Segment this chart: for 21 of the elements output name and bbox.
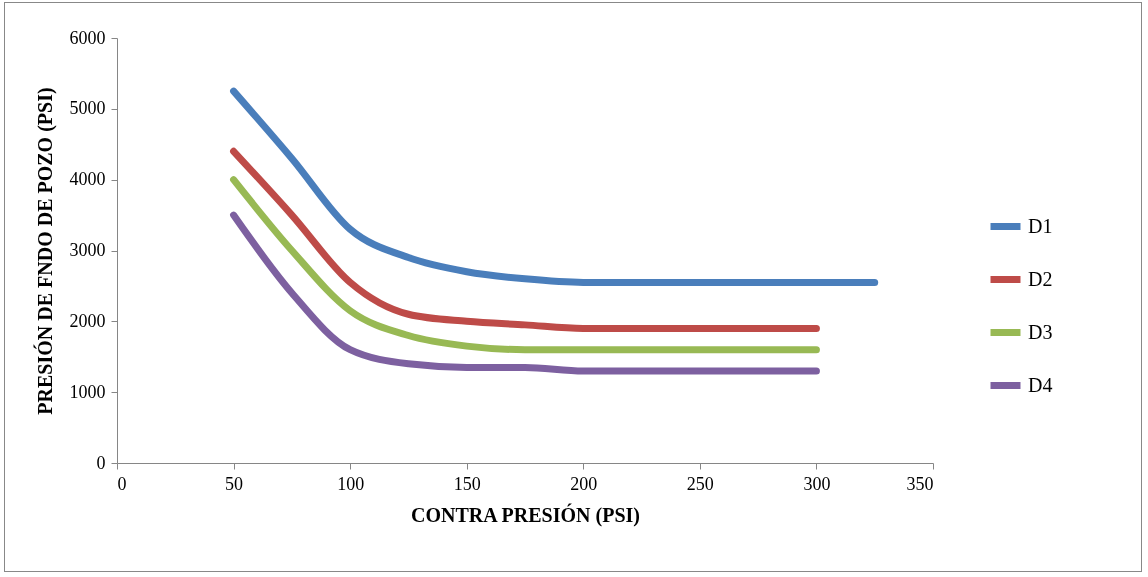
legend-label: D1 — [1028, 214, 1053, 237]
x-tick-label: 200 — [570, 473, 598, 494]
legend-label: D4 — [1028, 373, 1053, 396]
y-tick-label: 3000 — [69, 240, 106, 260]
y-tick-label: 5000 — [69, 98, 106, 119]
x-tick-label: 100 — [337, 473, 365, 494]
y-tick-label: 0 — [96, 452, 106, 473]
x-tick-label: 150 — [453, 473, 481, 494]
x-tick-label: 0 — [117, 473, 127, 494]
x-tick-label: 350 — [906, 473, 934, 494]
y-tick-label: 6000 — [69, 27, 106, 48]
legend-label: D2 — [1028, 267, 1053, 290]
y-axis-title: PRESIÓN DE FNDO DE POZO (PSI) — [32, 87, 57, 415]
x-tick-label: 50 — [225, 473, 244, 494]
y-tick-label: 4000 — [69, 169, 106, 190]
x-axis-title: CONTRA PRESIÓN (PSI) — [411, 502, 640, 527]
x-tick-label: 250 — [686, 473, 714, 494]
x-tick-label: 300 — [803, 473, 831, 494]
y-tick-label: 2000 — [69, 310, 106, 331]
y-tick-label: 1000 — [69, 381, 106, 402]
legend-label: D3 — [1028, 320, 1053, 343]
